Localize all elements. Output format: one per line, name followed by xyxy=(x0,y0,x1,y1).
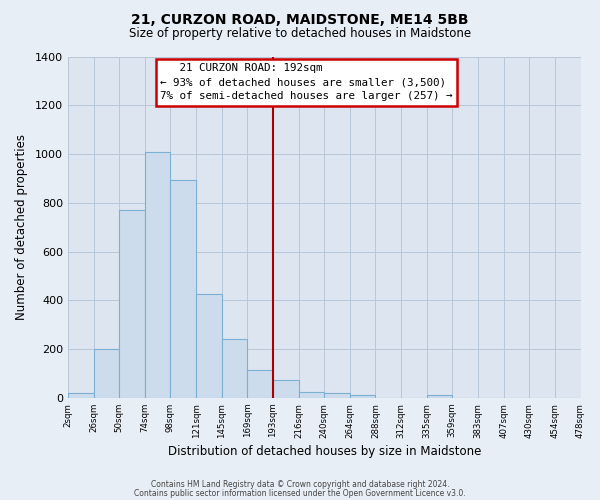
Y-axis label: Number of detached properties: Number of detached properties xyxy=(15,134,28,320)
X-axis label: Distribution of detached houses by size in Maidstone: Distribution of detached houses by size … xyxy=(167,444,481,458)
Bar xyxy=(170,180,196,398)
Bar xyxy=(247,370,273,398)
Text: 21 CURZON ROAD: 192sqm
← 93% of detached houses are smaller (3,500)
7% of semi-d: 21 CURZON ROAD: 192sqm ← 93% of detached… xyxy=(160,64,452,102)
Bar xyxy=(119,210,145,398)
Text: Contains public sector information licensed under the Open Government Licence v3: Contains public sector information licen… xyxy=(134,488,466,498)
Text: Contains HM Land Registry data © Crown copyright and database right 2024.: Contains HM Land Registry data © Crown c… xyxy=(151,480,449,489)
Bar xyxy=(68,393,94,398)
Bar xyxy=(94,349,119,398)
Text: Size of property relative to detached houses in Maidstone: Size of property relative to detached ho… xyxy=(129,28,471,40)
Bar xyxy=(145,152,170,398)
Bar xyxy=(350,396,376,398)
Bar xyxy=(273,380,299,398)
Text: 21, CURZON ROAD, MAIDSTONE, ME14 5BB: 21, CURZON ROAD, MAIDSTONE, ME14 5BB xyxy=(131,12,469,26)
Bar xyxy=(427,396,452,398)
Bar xyxy=(324,393,350,398)
Bar xyxy=(222,340,247,398)
Bar xyxy=(196,294,222,398)
Bar xyxy=(299,392,324,398)
